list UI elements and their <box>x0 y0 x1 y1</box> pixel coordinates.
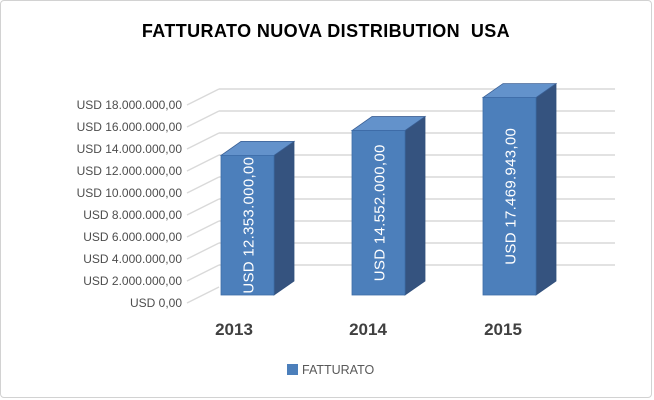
gridline-depth <box>186 198 220 216</box>
legend-label: FATTURATO <box>302 363 375 377</box>
bar-side-2014 <box>404 115 426 296</box>
gridline-depth <box>186 220 220 238</box>
legend-swatch <box>287 364 298 375</box>
x-axis-category-label: 2015 <box>484 320 522 339</box>
bar-2013 <box>220 155 275 296</box>
gridline-depth <box>186 264 220 282</box>
gridline-depth <box>186 110 220 128</box>
y-axis-tick-label: USD 12.000.000,00 <box>77 164 183 178</box>
bar-side-2013 <box>273 140 295 296</box>
y-axis-tick-label: USD 18.000.000,00 <box>77 98 183 112</box>
bar-value-label: USD 14.552.000,00 <box>372 144 389 281</box>
gridline-depth <box>186 176 220 194</box>
bar-2015 <box>482 97 537 296</box>
gridline-depth <box>186 88 220 106</box>
bar-value-label: USD 12.353.000,00 <box>241 157 258 294</box>
y-axis-tick-label: USD 2.000.000,00 <box>83 274 182 288</box>
y-axis-tick-label: USD 8.000.000,00 <box>83 208 182 222</box>
x-axis-category-label: 2013 <box>215 320 253 339</box>
bar-value-label-group-2015: USD 17.469.943,00 <box>503 128 520 265</box>
x-axis-category-label: 2014 <box>349 320 387 339</box>
chart-title: FATTURATO NUOVA DISTRIBUTION USA <box>141 21 511 41</box>
y-axis-tick-label: USD 4.000.000,00 <box>83 252 182 266</box>
gridline-depth <box>186 242 220 260</box>
bar-side-2015 <box>535 82 557 296</box>
y-axis-tick-label: USD 6.000.000,00 <box>83 230 182 244</box>
gridline-depth <box>186 132 220 150</box>
bar-value-label-group-2014: USD 14.552.000,00 <box>372 144 389 281</box>
bar-2014 <box>351 130 406 296</box>
gridline-depth <box>186 286 220 304</box>
y-axis-tick-label: USD 10.000.000,00 <box>77 186 183 200</box>
bar-value-label-group-2013: USD 12.353.000,00 <box>241 157 258 294</box>
y-axis-tick-label: USD 16.000.000,00 <box>77 120 183 134</box>
bar-value-label: USD 17.469.943,00 <box>503 128 520 265</box>
gridline-depth <box>186 154 220 172</box>
y-axis-tick-label: USD 14.000.000,00 <box>77 142 183 156</box>
y-axis-tick-label: USD 0,00 <box>130 296 182 310</box>
